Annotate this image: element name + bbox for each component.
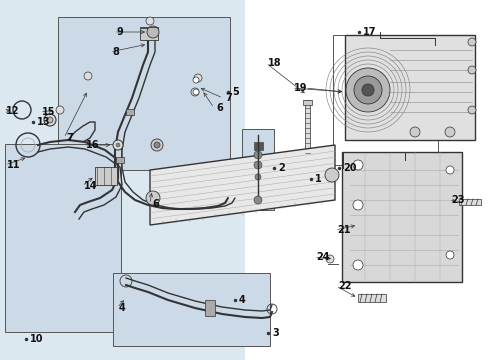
Text: 19: 19 xyxy=(294,83,308,93)
Bar xyxy=(116,157,124,163)
Circle shape xyxy=(154,142,160,148)
Text: 18: 18 xyxy=(268,58,282,68)
Circle shape xyxy=(468,38,476,46)
Circle shape xyxy=(113,140,123,150)
Text: 9: 9 xyxy=(116,27,123,37)
Circle shape xyxy=(446,251,454,259)
Text: 1: 1 xyxy=(315,174,322,184)
Circle shape xyxy=(116,143,120,147)
Circle shape xyxy=(254,151,262,159)
Text: 13: 13 xyxy=(37,117,50,127)
Bar xyxy=(345,35,475,140)
Bar xyxy=(95,167,117,185)
Text: 5: 5 xyxy=(232,87,239,97)
Text: 11: 11 xyxy=(7,160,21,170)
Text: 10: 10 xyxy=(30,334,44,344)
Text: 20: 20 xyxy=(343,163,357,173)
Text: 7: 7 xyxy=(66,133,73,143)
Circle shape xyxy=(146,191,160,205)
Circle shape xyxy=(362,84,374,96)
Bar xyxy=(113,273,270,346)
Circle shape xyxy=(353,200,363,210)
Circle shape xyxy=(194,74,202,82)
Polygon shape xyxy=(150,145,335,225)
Text: 3: 3 xyxy=(272,328,279,338)
Bar xyxy=(254,142,263,150)
Bar xyxy=(459,199,481,205)
Text: 2: 2 xyxy=(278,163,285,173)
Bar xyxy=(333,35,438,165)
Text: 6: 6 xyxy=(216,103,223,113)
Bar xyxy=(242,129,274,210)
Text: 24: 24 xyxy=(316,252,329,262)
Text: 22: 22 xyxy=(338,281,351,291)
Circle shape xyxy=(468,66,476,74)
Bar xyxy=(5,144,121,332)
Bar xyxy=(205,300,215,316)
Bar xyxy=(342,152,462,282)
Bar xyxy=(358,294,386,302)
Circle shape xyxy=(353,260,363,270)
Circle shape xyxy=(354,76,382,104)
Circle shape xyxy=(346,68,390,112)
Circle shape xyxy=(193,77,199,83)
Circle shape xyxy=(254,161,262,169)
Circle shape xyxy=(56,106,64,114)
Bar xyxy=(305,100,310,155)
Bar xyxy=(58,17,230,170)
Circle shape xyxy=(325,168,339,182)
Text: 15: 15 xyxy=(42,107,55,117)
Circle shape xyxy=(445,127,455,137)
Circle shape xyxy=(353,160,363,170)
Bar xyxy=(0,0,245,360)
Circle shape xyxy=(326,255,334,263)
Circle shape xyxy=(146,17,154,25)
Bar xyxy=(140,28,158,40)
Circle shape xyxy=(47,117,53,123)
Circle shape xyxy=(255,174,261,180)
Circle shape xyxy=(44,114,56,126)
Circle shape xyxy=(147,26,159,38)
Text: 17: 17 xyxy=(363,27,376,37)
Text: 8: 8 xyxy=(112,47,119,57)
Text: 6: 6 xyxy=(152,199,159,209)
Text: 14: 14 xyxy=(84,181,98,191)
Text: 4: 4 xyxy=(239,295,246,305)
Bar xyxy=(126,109,134,115)
Circle shape xyxy=(410,127,420,137)
Text: 12: 12 xyxy=(6,106,20,116)
Bar xyxy=(245,0,490,360)
Circle shape xyxy=(254,196,262,204)
Circle shape xyxy=(151,139,163,151)
Text: 4: 4 xyxy=(119,303,126,313)
Circle shape xyxy=(446,166,454,174)
Circle shape xyxy=(84,72,92,80)
Text: 21: 21 xyxy=(337,225,350,235)
Text: 23: 23 xyxy=(451,195,465,205)
Text: 16: 16 xyxy=(86,140,99,150)
Circle shape xyxy=(193,89,199,95)
Bar xyxy=(303,100,312,105)
Circle shape xyxy=(191,88,199,96)
Text: 7: 7 xyxy=(225,93,232,103)
Circle shape xyxy=(468,106,476,114)
